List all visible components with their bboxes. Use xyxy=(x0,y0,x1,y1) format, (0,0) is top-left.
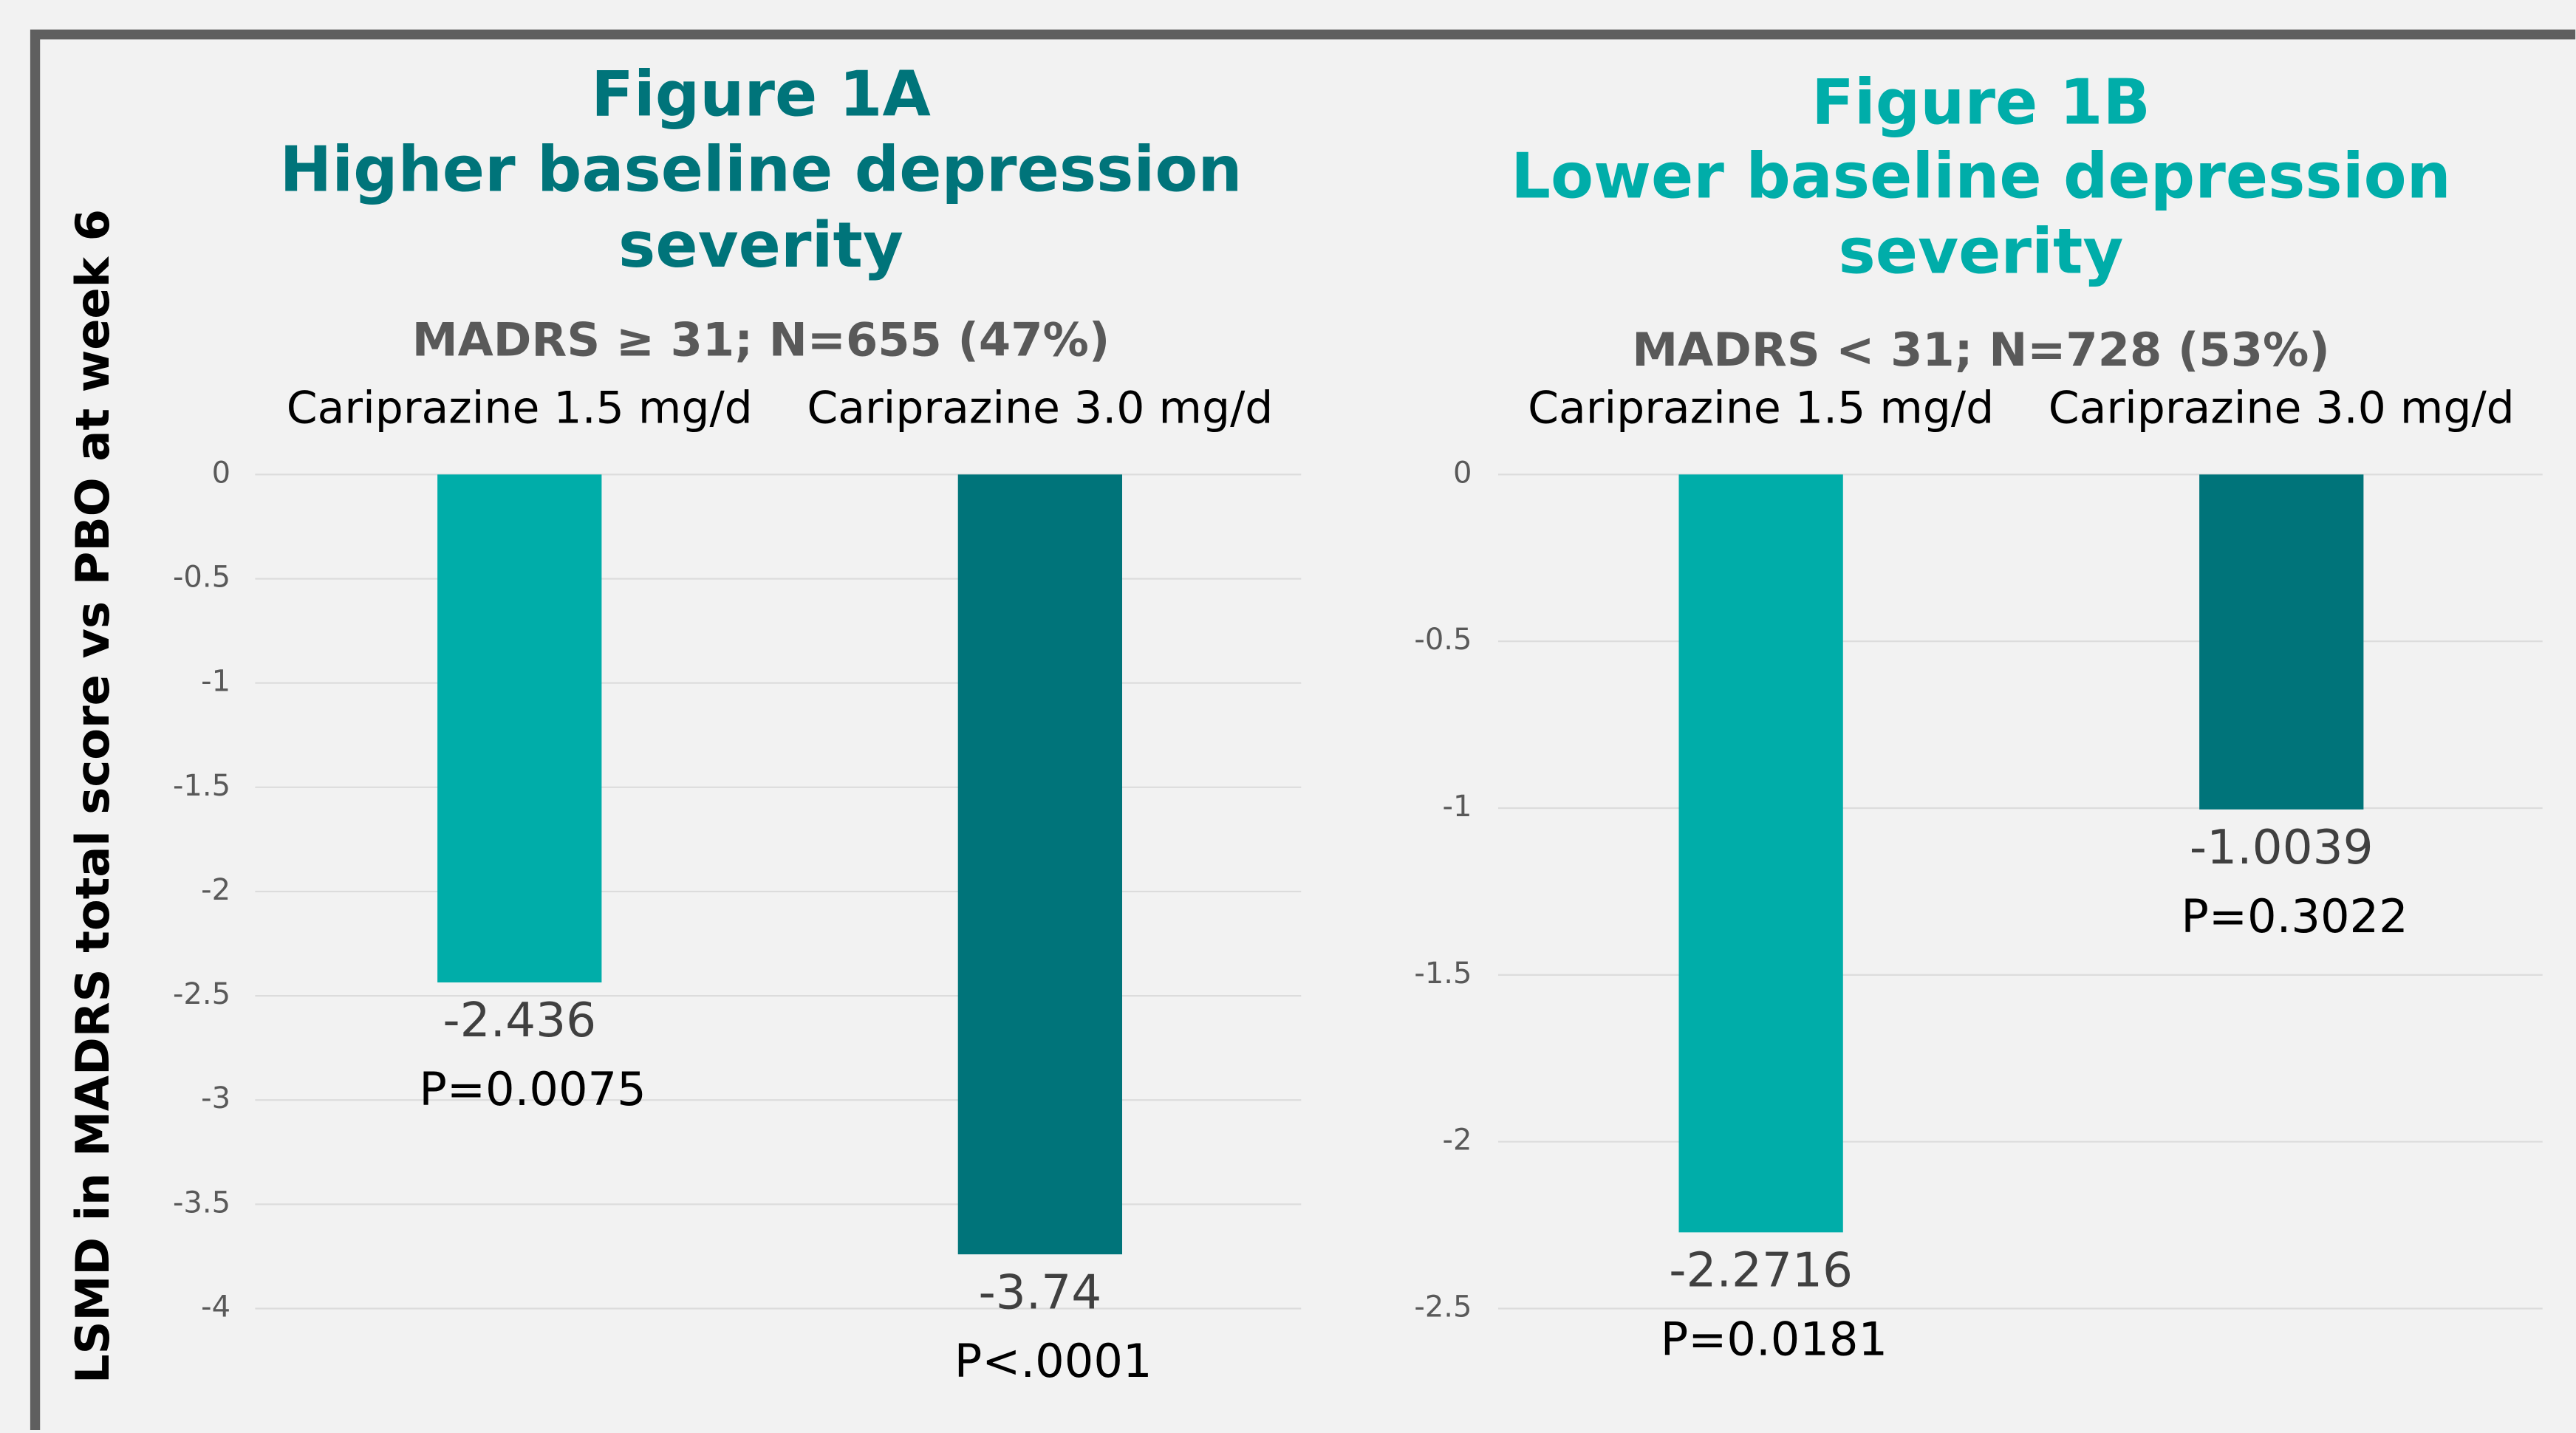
value-label: -3.74 xyxy=(979,1265,1102,1320)
y-tick-label: -1 xyxy=(201,665,230,699)
y-tick-label: -2.5 xyxy=(1414,1290,1472,1324)
y-tick-label: -2 xyxy=(201,873,230,907)
chart-title: Lower baseline depression xyxy=(1511,140,2451,212)
y-tick-label: -2.5 xyxy=(173,977,230,1011)
bar xyxy=(2199,474,2364,810)
chart-title: Figure 1B xyxy=(1811,66,2150,138)
chart-subtitle: MADRS ≥ 31; N=655 (47%) xyxy=(412,313,1110,367)
y-tick-label: -4 xyxy=(201,1290,230,1324)
category-label: Cariprazine 1.5 mg/d xyxy=(287,382,753,434)
category-label: Cariprazine 3.0 mg/d xyxy=(807,382,1273,434)
chart-title: severity xyxy=(1839,216,2124,288)
bar xyxy=(957,474,1123,1255)
frame xyxy=(30,30,2576,1430)
chart-title: Figure 1A xyxy=(591,58,931,130)
category-label: Cariprazine 1.5 mg/d xyxy=(1528,382,1994,434)
p-value-label: P=0.3022 xyxy=(2181,889,2408,943)
y-axis-label: LSMD in MADRS total score vs PBO at week… xyxy=(66,209,120,1384)
y-tick-label: -3.5 xyxy=(173,1186,230,1220)
chart-subtitle: MADRS < 31; N=728 (53%) xyxy=(1632,323,2330,377)
y-tick-label: -1.5 xyxy=(1414,957,1472,991)
bar xyxy=(437,474,602,983)
value-label: -2.2716 xyxy=(1669,1242,1853,1298)
p-value-label: P<.0001 xyxy=(954,1334,1152,1388)
chart-title: severity xyxy=(618,209,903,281)
p-value-label: P=0.0181 xyxy=(1661,1312,1887,1366)
y-tick-label: -2 xyxy=(1443,1124,1472,1157)
y-tick-label: -1 xyxy=(1443,790,1472,824)
p-value-label: P=0.0075 xyxy=(419,1062,646,1116)
y-tick-label: -3 xyxy=(201,1081,230,1115)
y-tick-label: -0.5 xyxy=(173,561,230,595)
chart-title: Higher baseline depression xyxy=(280,134,1243,206)
y-tick-label: -1.5 xyxy=(173,769,230,803)
y-tick-label: 0 xyxy=(212,456,230,490)
value-label: -2.436 xyxy=(443,993,596,1048)
bar xyxy=(1678,474,1843,1233)
value-label: -1.0039 xyxy=(2190,820,2374,875)
category-label: Cariprazine 3.0 mg/d xyxy=(2049,382,2515,434)
y-tick-label: 0 xyxy=(1453,456,1472,490)
y-tick-label: -0.5 xyxy=(1414,623,1472,657)
